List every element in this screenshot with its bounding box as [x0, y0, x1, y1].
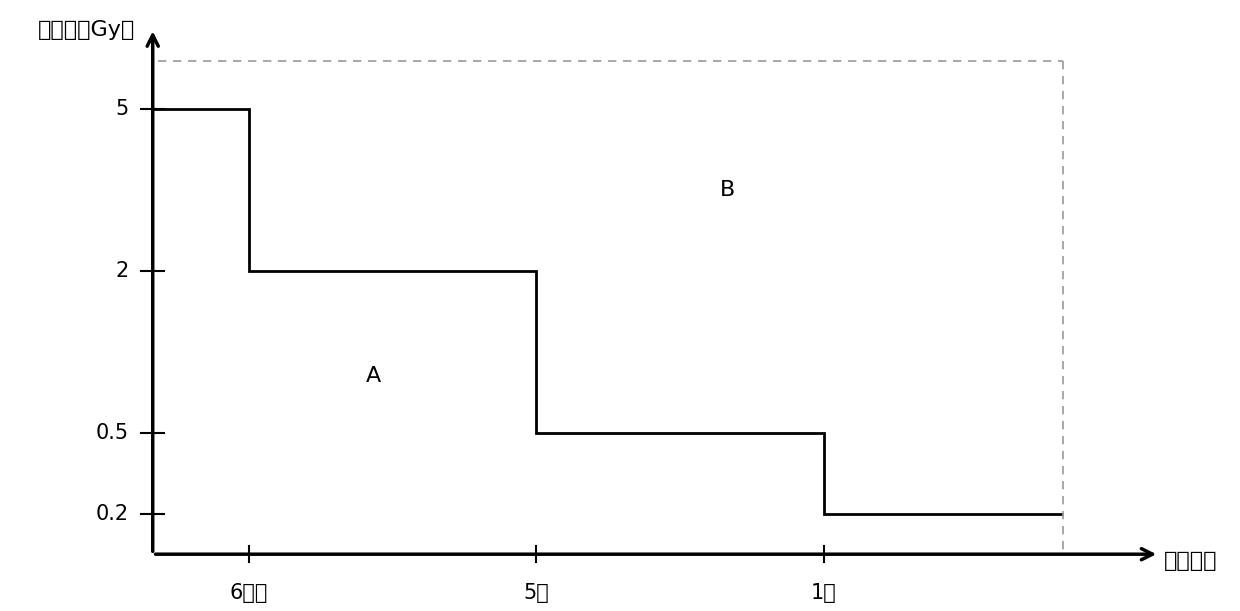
Text: 停堆时间: 停堆时间 — [1164, 551, 1218, 571]
Text: 0.2: 0.2 — [95, 503, 129, 524]
Text: 5天: 5天 — [523, 582, 549, 602]
Text: A: A — [366, 366, 381, 386]
Text: 2: 2 — [115, 261, 129, 281]
Text: 1月: 1月 — [811, 582, 837, 602]
Text: 5: 5 — [115, 100, 129, 119]
Text: B: B — [720, 180, 735, 200]
Text: 0.5: 0.5 — [95, 423, 129, 443]
Text: 6小时: 6小时 — [229, 582, 268, 602]
Text: 剂量率（Gy）: 剂量率（Gy） — [37, 20, 135, 40]
